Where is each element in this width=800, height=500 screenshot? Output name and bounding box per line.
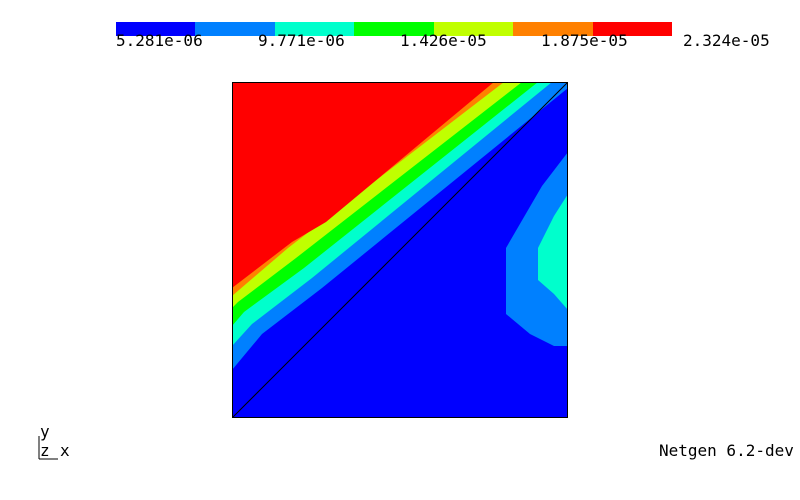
colorbar-segment-6 [592, 22, 672, 36]
colorbar-segment-0 [116, 22, 196, 36]
colorbar-segment-2 [274, 22, 355, 36]
colorbar-label-3: 1.875e-05 [541, 31, 628, 50]
colorbar-labels: 5.281e-06 9.771e-06 1.426e-05 1.875e-05 … [0, 31, 800, 53]
axis-z-label: z [40, 441, 50, 460]
lobe-cyan [538, 194, 568, 310]
colorbar-segment-4 [433, 22, 514, 36]
region-red [232, 82, 494, 288]
colorbar-label-4: 2.324e-05 [683, 31, 770, 50]
contour-svg [232, 82, 568, 418]
colorbar-label-2: 1.426e-05 [400, 31, 487, 50]
lobe-lightblue [506, 152, 568, 346]
colorbar-segment-3 [354, 22, 434, 36]
domain-border [232, 82, 568, 418]
contour-plot[interactable] [232, 82, 568, 418]
colorbar-label-0: 5.281e-06 [116, 31, 203, 50]
mesh-diagonal [232, 82, 568, 418]
axes-triad-lines [38, 436, 58, 460]
netgen-version-label: Netgen 6.2-dev [659, 441, 794, 460]
colorbar-segment-1 [195, 22, 275, 36]
axis-x-label: x [60, 441, 70, 460]
colorbar-label-1: 9.771e-06 [258, 31, 345, 50]
colorbar-segment-5 [513, 22, 593, 36]
colorbar [116, 22, 672, 36]
axis-y-label: y [40, 422, 50, 441]
